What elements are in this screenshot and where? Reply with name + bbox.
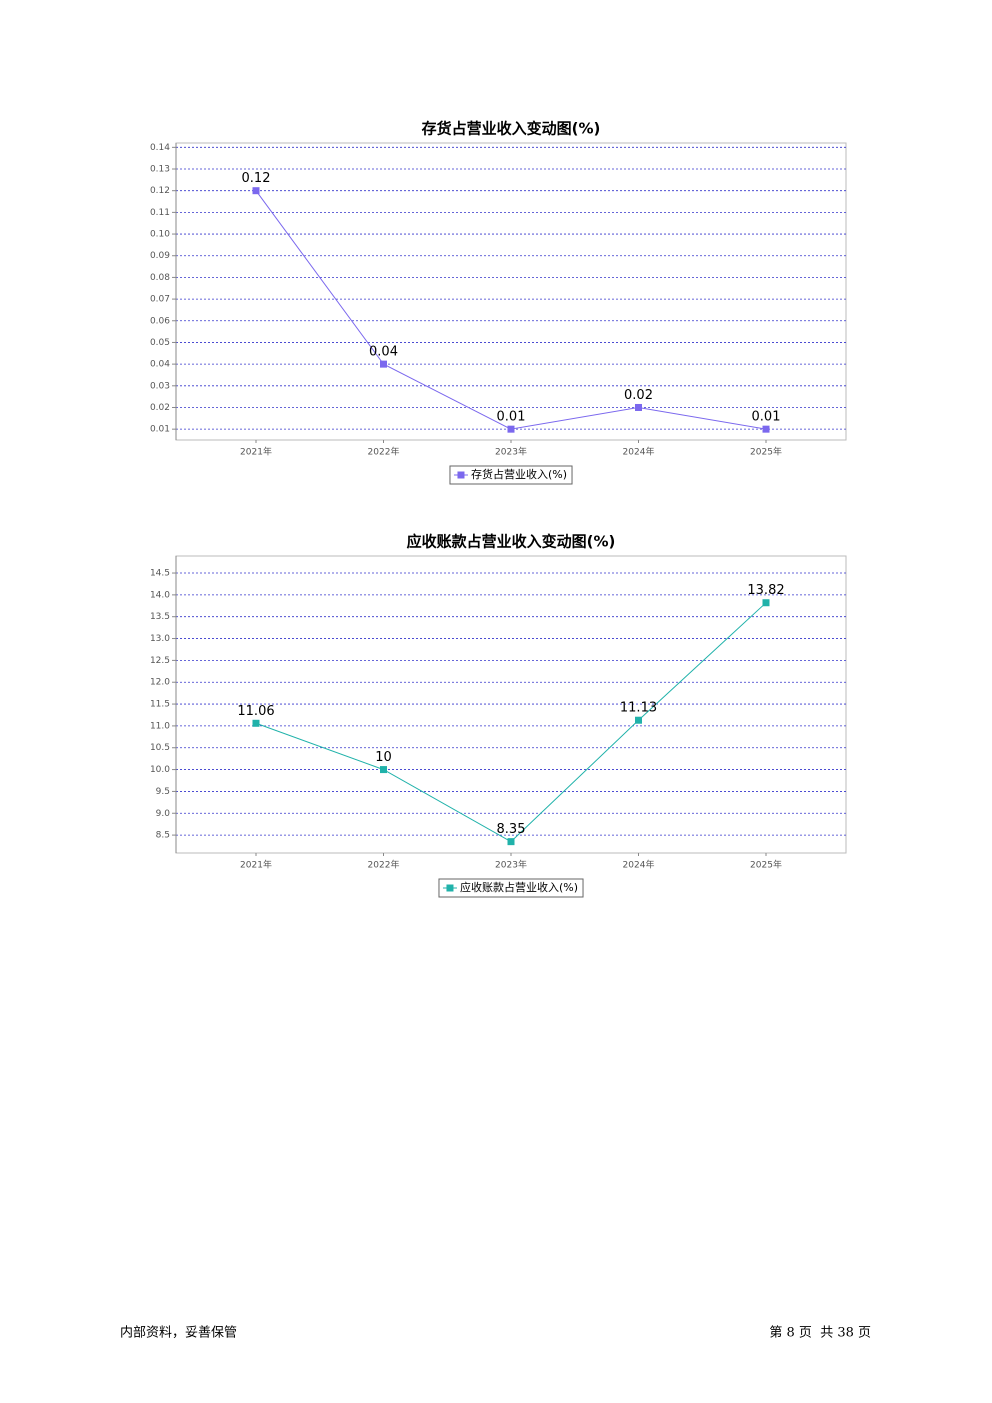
plot-area [175, 555, 847, 854]
x-tick-label: 2025年 [750, 859, 782, 871]
y-tick-label: 0.13 [150, 165, 170, 175]
value-label: 0.12 [242, 171, 271, 186]
marker [762, 425, 770, 433]
value-label: 11.06 [237, 704, 274, 719]
y-tick-label: 9.5 [156, 787, 170, 797]
y-tick-label: 0.14 [150, 143, 170, 153]
y-tick-label: 11.5 [150, 700, 170, 710]
y-tick-label: 0.12 [150, 186, 170, 196]
marker [507, 838, 515, 846]
y-tick-label: 13.5 [150, 612, 170, 622]
x-tick-label: 2021年 [240, 859, 272, 871]
legend-marker [446, 884, 454, 892]
marker [635, 716, 642, 724]
footer-left: 内部资料，妥善保管 [120, 1325, 237, 1341]
y-tick-label: 0.08 [150, 273, 170, 283]
marker [252, 187, 260, 195]
legend-label: 应收账款占营业收入(%) [460, 880, 578, 894]
y-tick-label: 8.5 [156, 831, 170, 841]
marker [507, 425, 515, 433]
value-label: 8.35 [497, 822, 526, 837]
marker [762, 599, 770, 607]
chart: 应收账款占营业收入变动图(%) 8.5 9.0 9.5 10.0 10.5 11.0 11.5… [150, 533, 847, 898]
legend-marker [457, 471, 465, 479]
y-tick-label: 13.0 [150, 634, 170, 644]
y-tick-label: 9.0 [156, 809, 171, 819]
y-tick-label: 0.04 [150, 360, 170, 370]
legend-label: 存货占营业收入(%) [471, 467, 567, 481]
x-tick-label: 2024年 [623, 859, 655, 871]
x-tick-label: 2022年 [368, 446, 400, 458]
y-tick-label: 0.02 [150, 403, 170, 413]
x-tick-label: 2023年 [495, 859, 527, 871]
x-tick-label: 2024年 [623, 446, 655, 458]
x-tick-label: 2023年 [495, 446, 527, 458]
value-label: 11.13 [620, 701, 657, 716]
plot-area [175, 142, 847, 441]
y-tick-label: 0.01 [150, 425, 170, 435]
y-tick-label: 14.0 [150, 590, 170, 600]
marker [635, 403, 642, 411]
legend-box [449, 465, 573, 485]
value-label: 0.04 [369, 345, 398, 360]
marker [380, 766, 387, 774]
y-tick-label: 0.06 [150, 316, 170, 326]
y-tick-label: 12.0 [150, 678, 170, 688]
marker [380, 360, 387, 368]
value-label: 0.02 [624, 388, 653, 403]
y-tick-label: 14.5 [150, 569, 170, 579]
x-tick-label: 2022年 [368, 859, 400, 871]
marker [252, 719, 260, 727]
y-tick-label: 12.5 [150, 656, 170, 666]
chart: 存货占营业收入变动图(%) 0.01 0.02 0.03 0.04 0.05 0.06 0.0… [150, 120, 847, 485]
y-tick-label: 0.05 [150, 338, 170, 348]
value-label: 0.01 [497, 410, 526, 425]
footer-right: 第 8 页 共 38 页 [769, 1326, 871, 1341]
y-tick-label: 0.10 [150, 230, 170, 240]
x-tick-label: 2025年 [750, 446, 782, 458]
x-tick-label: 2021年 [240, 446, 272, 458]
value-label: 13.82 [747, 583, 784, 598]
y-tick-label: 0.03 [150, 381, 170, 391]
chart-title: 应收账款占营业收入变动图(%) [407, 533, 616, 551]
y-tick-label: 0.09 [150, 251, 170, 261]
value-label: 0.01 [752, 410, 781, 425]
y-tick-label: 0.11 [150, 208, 170, 218]
value-label: 10 [375, 750, 392, 765]
y-tick-label: 0.07 [150, 295, 170, 305]
y-tick-label: 10.5 [150, 743, 170, 753]
y-tick-label: 11.0 [150, 721, 170, 731]
chart-title: 存货占营业收入变动图(%) [422, 120, 601, 138]
legend-box [438, 878, 584, 898]
y-tick-label: 10.0 [150, 765, 170, 775]
